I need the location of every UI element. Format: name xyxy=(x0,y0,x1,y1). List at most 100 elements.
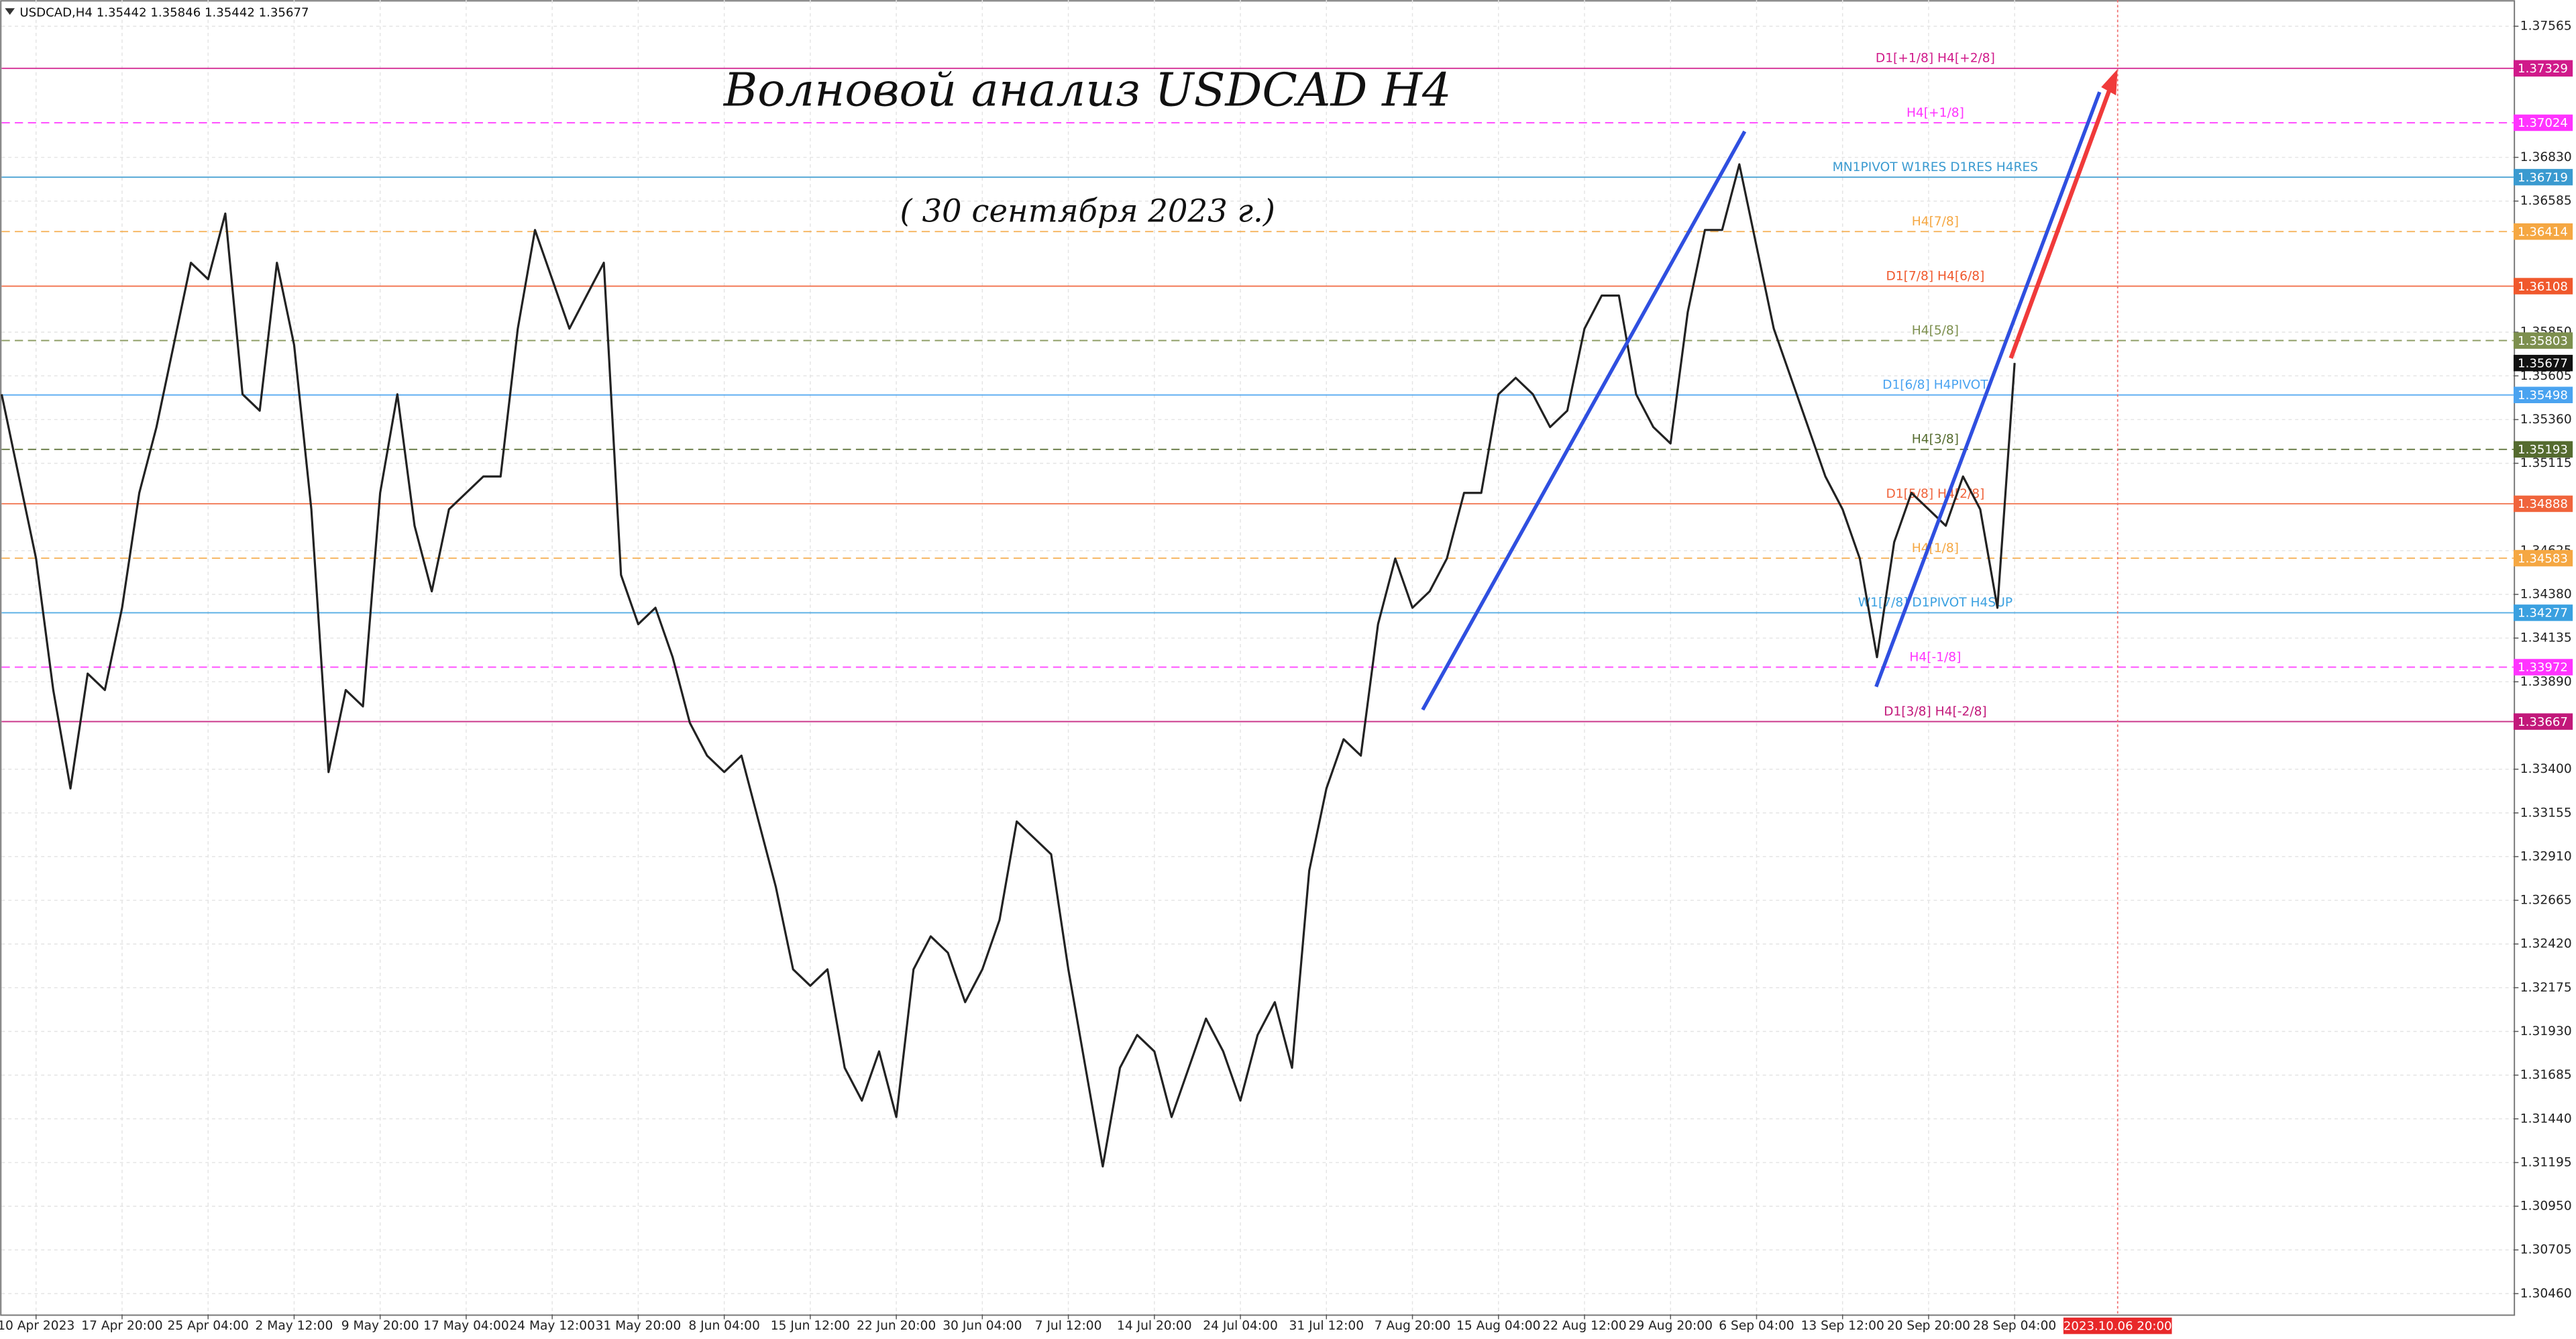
price-box xyxy=(2513,495,2573,513)
level-label: H4[+1/8] xyxy=(1907,106,1964,120)
y-tick-label: 1.32420 xyxy=(2520,937,2572,951)
x-tick-label: 2 May 12:00 xyxy=(256,1319,333,1333)
y-tick-label: 1.32175 xyxy=(2520,981,2572,995)
price-box xyxy=(2513,114,2573,131)
price-box xyxy=(2513,168,2573,186)
level-label: H4[-1/8] xyxy=(1909,650,1961,664)
y-tick-label: 1.34380 xyxy=(2520,588,2572,602)
x-tick-label: 17 Apr 20:00 xyxy=(81,1319,162,1333)
x-tick-label: 13 Sep 12:00 xyxy=(1801,1319,1884,1333)
x-tick-label: 17 May 04:00 xyxy=(423,1319,509,1333)
x-tick-label: 22 Jun 20:00 xyxy=(857,1319,936,1333)
level-label: H4[7/8] xyxy=(1912,215,1959,229)
symbol-info: USDCAD,H4 1.35442 1.35846 1.35442 1.3567… xyxy=(19,6,309,20)
x-tick-label: 6 Sep 04:00 xyxy=(1719,1319,1794,1333)
x-tick-label: 14 Jul 20:00 xyxy=(1117,1319,1192,1333)
price-box-label: 1.37024 xyxy=(2518,116,2568,130)
x-tick-label: 20 Sep 20:00 xyxy=(1887,1319,1970,1333)
level-label: MN1PIVOT W1RES D1RES H4RES xyxy=(1833,160,2038,174)
x-tick-label: 7 Jul 12:00 xyxy=(1035,1319,1102,1333)
price-box-label: 1.34277 xyxy=(2518,606,2568,621)
price-box-label: 1.34583 xyxy=(2518,551,2568,566)
y-tick-label: 1.37565 xyxy=(2520,19,2572,34)
x-tick-label: 15 Jun 12:00 xyxy=(771,1319,850,1333)
y-tick-label: 1.35115 xyxy=(2520,456,2572,470)
x-tick-label: 7 Aug 20:00 xyxy=(1375,1319,1451,1333)
level-label: D1[+1/8] H4[+2/8] xyxy=(1876,52,1995,66)
x-tick-label: 24 Jul 04:00 xyxy=(1203,1319,1278,1333)
price-box-label: 1.36719 xyxy=(2518,170,2568,184)
price-box-label: 1.35803 xyxy=(2518,334,2568,348)
price-box xyxy=(2513,278,2573,294)
level-label: H4[1/8] xyxy=(1912,541,1959,555)
menu-triangle xyxy=(5,8,15,15)
levels: D1[+1/8] H4[+2/8] 1.37329 H4[+1/8] 1.37024 M… xyxy=(1,52,2573,730)
y-tick-label: 1.31440 xyxy=(2520,1112,2572,1126)
y-tick-label: 1.30460 xyxy=(2520,1287,2572,1301)
plot-frame xyxy=(0,0,2516,1316)
y-tick-label: 1.36830 xyxy=(2520,150,2572,164)
x-tick-label: 22 Aug 12:00 xyxy=(1542,1319,1626,1333)
y-tick-label: 1.31685 xyxy=(2520,1068,2572,1082)
price-box-label: 1.34888 xyxy=(2518,497,2568,511)
price-line xyxy=(0,163,2016,1168)
y-tick-label: 1.32910 xyxy=(2520,849,2572,863)
price-box xyxy=(2513,60,2573,77)
current-price-box xyxy=(2513,354,2573,372)
price-box-label: 1.35498 xyxy=(2518,388,2568,403)
y-tick-label: 1.36585 xyxy=(2520,194,2572,208)
price-box xyxy=(2513,604,2573,621)
level-label: H4[5/8] xyxy=(1912,323,1959,337)
x-tick-label: 28 Sep 04:00 xyxy=(1973,1319,2056,1333)
x-tick-label: 25 Apr 04:00 xyxy=(168,1319,249,1333)
y-tick-label: 1.32665 xyxy=(2520,894,2572,908)
y-tick-label: 1.30950 xyxy=(2520,1199,2572,1214)
level-label: H4[3/8] xyxy=(1912,433,1959,447)
price-box xyxy=(2513,659,2573,676)
trend-line xyxy=(1421,130,1747,711)
forecast-arrow xyxy=(2008,85,2113,360)
y-tick-label: 1.30705 xyxy=(2520,1243,2572,1257)
price-box-label: 1.33667 xyxy=(2518,715,2568,729)
x-tick-label: 15 Aug 04:00 xyxy=(1456,1319,1540,1333)
trend-line xyxy=(1874,91,2102,688)
level-label: W1[7/8] D1PIVOT H4SUP xyxy=(1858,596,2012,610)
x-tick-label: 31 Jul 12:00 xyxy=(1289,1319,1364,1333)
x-tick-label: 31 May 20:00 xyxy=(596,1319,682,1333)
y-tick-label: 1.31930 xyxy=(2520,1024,2572,1038)
x-tick-label: 24 May 12:00 xyxy=(509,1319,595,1333)
x-tick-label: 30 Jun 04:00 xyxy=(943,1319,1022,1333)
y-tick-label: 1.33155 xyxy=(2520,806,2572,820)
x-tick-label: 9 May 20:00 xyxy=(341,1319,419,1333)
arrow-head xyxy=(2101,68,2118,96)
crosshair-box xyxy=(2063,1318,2172,1334)
level-label: D1[7/8] H4[6/8] xyxy=(1886,269,1984,283)
price-box xyxy=(2513,549,2573,567)
y-tick-label: 1.35360 xyxy=(2520,413,2572,427)
price-box-label: 1.33972 xyxy=(2518,661,2568,675)
y-tick-label: 1.33400 xyxy=(2520,762,2572,776)
price-box-label: 1.37329 xyxy=(2518,62,2568,76)
y-tick-label: 1.34135 xyxy=(2520,631,2572,645)
price-box xyxy=(2513,386,2573,403)
level-label: D1[6/8] H4PIVOT xyxy=(1882,378,1988,392)
y-tick-label: 1.33890 xyxy=(2520,675,2572,689)
price-box-label: 1.36414 xyxy=(2518,225,2568,239)
x-tick-label: 29 Aug 20:00 xyxy=(1628,1319,1712,1333)
series xyxy=(0,163,2016,1168)
price-box xyxy=(2513,223,2573,240)
x-tick-label: 8 Jun 04:00 xyxy=(688,1319,759,1333)
level-label: D1[3/8] H4[-2/8] xyxy=(1884,704,1987,718)
current-price-label: 1.35677 xyxy=(2518,356,2568,370)
y-tick-label: 1.35605 xyxy=(2520,369,2572,383)
x-tick-label: 10 Apr 2023 xyxy=(0,1319,74,1333)
price-box-label: 1.36108 xyxy=(2518,280,2568,294)
price-box xyxy=(2513,332,2573,349)
y-tick-label: 1.31195 xyxy=(2520,1155,2572,1169)
price-box xyxy=(2513,441,2573,458)
chart-subtitle: ( 30 сентября 2023 г.) xyxy=(900,193,1275,229)
price-box xyxy=(2513,713,2573,730)
